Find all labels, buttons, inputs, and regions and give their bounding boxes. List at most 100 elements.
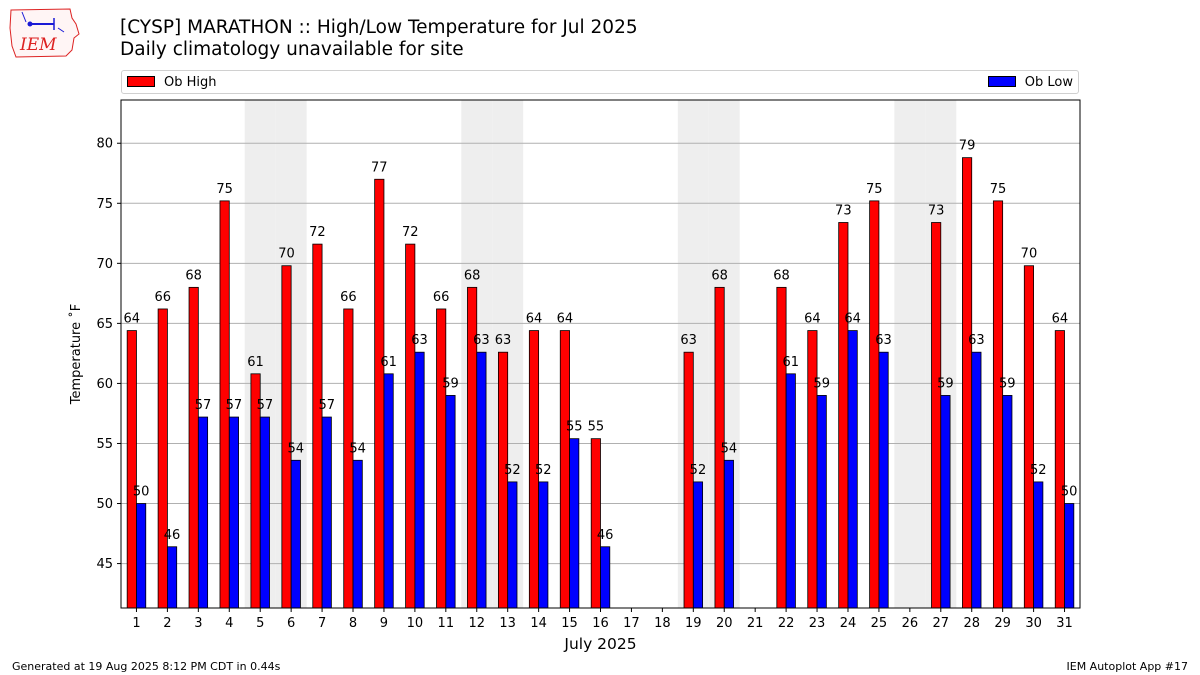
x-tick-label: 19 [685,616,702,631]
bar-ob-low [723,459,734,609]
x-tick-label: 21 [747,616,764,631]
data-label-high: 79 [959,139,976,154]
data-label-high: 68 [773,268,790,283]
data-label-low: 57 [257,398,274,413]
data-label-low: 57 [195,398,212,413]
x-tick-label: 15 [561,616,578,631]
bar-ob-high [931,222,942,609]
data-label-low: 59 [937,376,954,391]
bar-ob-high [807,330,818,609]
y-tick-label: 75 [96,197,113,212]
bar-ob-high [992,200,1004,609]
data-label-high: 68 [711,268,728,283]
x-tick-label: 31 [1056,616,1073,631]
x-tick-label: 22 [778,616,795,631]
data-label-high: 68 [185,268,202,283]
svg-text:IEM: IEM [19,35,57,55]
chart-plot: 4550556065707580646668756170726677726668… [68,99,1081,653]
bar-ob-high [436,308,447,609]
x-tick-label: 23 [809,616,826,631]
x-tick-label: 5 [256,616,264,631]
bar-ob-high [312,243,323,609]
bar-ob-high [343,308,354,609]
x-tick-label: 29 [994,616,1011,631]
x-axis-label: July 2025 [563,635,636,653]
bar-ob-high [1054,330,1065,609]
x-tick-label: 12 [468,616,485,631]
bar-ob-high [497,351,509,609]
x-tick-label: 24 [840,616,857,631]
x-tick-label: 17 [623,616,640,631]
bar-ob-high [1023,265,1034,609]
data-label-high: 75 [216,182,233,197]
data-label-high: 64 [1052,312,1069,327]
data-label-high: 64 [124,312,141,327]
x-tick-label: 2 [163,616,171,631]
iem-logo: IEM [8,6,82,60]
data-label-low: 50 [133,485,150,500]
x-tick-label: 6 [287,616,295,631]
data-label-low: 63 [875,333,892,348]
bar-ob-low [971,351,982,609]
bar-ob-high [838,222,849,609]
legend-item-low: Ob Low [987,75,1073,90]
x-tick-label: 3 [194,616,202,631]
y-tick-label: 60 [96,377,113,392]
data-label-high: 63 [495,333,512,348]
x-tick-label: 27 [933,616,950,631]
bar-ob-low [569,438,580,609]
data-label-low: 59 [442,376,459,391]
x-tick-label: 4 [225,616,233,631]
bar-ob-low [476,351,487,609]
bar-ob-low [445,395,456,609]
data-label-low: 61 [380,355,397,370]
legend-label-high: Ob High [164,75,217,90]
data-label-high: 61 [247,355,264,370]
bar-ob-low [197,416,209,609]
data-label-high: 70 [278,247,295,262]
data-label-high: 64 [557,312,574,327]
chart-subtitle: Daily climatology unavailable for site [120,39,464,60]
y-tick-label: 55 [96,437,113,452]
data-label-high: 72 [402,225,419,240]
data-label-low: 52 [1030,463,1047,478]
data-label-high: 66 [433,290,450,305]
data-label-low: 63 [968,333,985,348]
data-label-low: 57 [226,398,243,413]
bar-ob-low [321,416,332,609]
data-label-low: 55 [566,420,583,435]
x-tick-label: 7 [318,616,326,631]
data-label-high: 64 [804,312,821,327]
data-label-high: 68 [464,268,481,283]
bar-ob-low [847,330,858,609]
x-tick-label: 25 [871,616,888,631]
bar-ob-high [281,265,292,609]
data-label-high: 72 [309,225,326,240]
data-label-low: 64 [844,312,861,327]
data-label-low: 50 [1061,485,1078,500]
bar-ob-high [188,286,199,609]
data-label-low: 54 [721,441,738,456]
x-tick-label: 14 [530,616,547,631]
x-tick-label: 11 [438,616,455,631]
bar-ob-high [157,308,168,609]
x-tick-label: 16 [592,616,609,631]
data-label-low: 52 [504,463,521,478]
bar-ob-high [869,200,880,609]
bar-ob-high [559,330,570,609]
bar-ob-high [590,438,601,609]
bar-ob-high [374,178,385,609]
weekend-band [894,100,926,608]
plot-frame [120,99,1081,609]
data-label-high: 77 [371,160,388,175]
legend: Ob High Ob Low [121,70,1079,94]
bar-ob-low [383,373,394,609]
bar-ob-low [136,503,147,609]
y-tick-label: 65 [96,317,113,332]
bar-ob-low [290,459,301,609]
bar-ob-high [962,157,973,609]
bar-ob-high [405,243,416,609]
data-label-high: 66 [340,290,357,305]
x-tick-label: 8 [349,616,357,631]
data-label-low: 57 [318,398,335,413]
